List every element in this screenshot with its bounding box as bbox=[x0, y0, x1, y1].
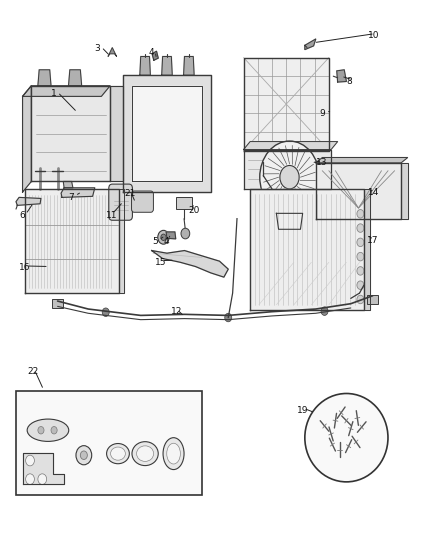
Polygon shape bbox=[16, 197, 41, 205]
Polygon shape bbox=[22, 453, 64, 484]
Circle shape bbox=[25, 474, 34, 484]
Circle shape bbox=[160, 234, 166, 240]
Circle shape bbox=[180, 228, 189, 239]
Polygon shape bbox=[400, 163, 407, 219]
Text: 14: 14 bbox=[367, 188, 379, 197]
Polygon shape bbox=[315, 163, 400, 219]
Text: 16: 16 bbox=[19, 263, 31, 272]
Polygon shape bbox=[243, 150, 330, 189]
Circle shape bbox=[259, 141, 318, 213]
Text: 8: 8 bbox=[346, 77, 351, 86]
Bar bbox=[175, 197, 192, 209]
Polygon shape bbox=[108, 47, 117, 56]
Polygon shape bbox=[336, 70, 346, 82]
Circle shape bbox=[80, 451, 87, 459]
Text: 4: 4 bbox=[148, 49, 154, 57]
Polygon shape bbox=[183, 56, 194, 75]
FancyBboxPatch shape bbox=[109, 184, 132, 220]
Polygon shape bbox=[22, 86, 110, 96]
Circle shape bbox=[279, 165, 298, 189]
Circle shape bbox=[356, 295, 363, 304]
Text: 3: 3 bbox=[95, 44, 100, 53]
Text: 22: 22 bbox=[28, 367, 39, 376]
Polygon shape bbox=[243, 58, 328, 151]
Ellipse shape bbox=[27, 419, 69, 441]
Ellipse shape bbox=[106, 443, 129, 464]
Bar bbox=[367, 295, 377, 304]
Polygon shape bbox=[161, 56, 172, 75]
Polygon shape bbox=[250, 189, 363, 310]
Polygon shape bbox=[363, 189, 370, 310]
Polygon shape bbox=[304, 39, 315, 50]
Circle shape bbox=[320, 307, 327, 316]
Circle shape bbox=[356, 281, 363, 289]
Ellipse shape bbox=[162, 438, 184, 470]
Polygon shape bbox=[22, 86, 31, 192]
Text: 1: 1 bbox=[51, 89, 57, 98]
Ellipse shape bbox=[304, 393, 387, 482]
Ellipse shape bbox=[110, 447, 125, 460]
Bar bbox=[16, 391, 201, 495]
Ellipse shape bbox=[136, 446, 153, 462]
Circle shape bbox=[76, 446, 92, 465]
Circle shape bbox=[356, 238, 363, 247]
Polygon shape bbox=[152, 51, 158, 60]
Polygon shape bbox=[38, 70, 51, 86]
Polygon shape bbox=[132, 86, 201, 181]
Text: 19: 19 bbox=[297, 406, 308, 415]
Ellipse shape bbox=[166, 443, 180, 464]
Polygon shape bbox=[123, 75, 210, 192]
Circle shape bbox=[224, 313, 231, 322]
Polygon shape bbox=[119, 189, 124, 293]
Text: 4: 4 bbox=[163, 237, 169, 246]
Polygon shape bbox=[166, 232, 175, 239]
Circle shape bbox=[51, 426, 57, 434]
Circle shape bbox=[356, 252, 363, 261]
Text: 6: 6 bbox=[19, 212, 25, 221]
Polygon shape bbox=[31, 86, 110, 181]
Circle shape bbox=[25, 455, 34, 466]
Circle shape bbox=[38, 426, 44, 434]
Polygon shape bbox=[243, 142, 337, 150]
Text: 15: 15 bbox=[154, 258, 166, 266]
Polygon shape bbox=[25, 189, 119, 293]
Circle shape bbox=[38, 474, 46, 484]
Polygon shape bbox=[315, 158, 407, 163]
Text: 21: 21 bbox=[124, 189, 135, 198]
Text: 10: 10 bbox=[367, 31, 379, 40]
Bar bbox=[52, 300, 63, 308]
Circle shape bbox=[102, 308, 109, 317]
Text: 7: 7 bbox=[68, 193, 74, 202]
Polygon shape bbox=[68, 70, 81, 86]
Polygon shape bbox=[63, 181, 73, 188]
Polygon shape bbox=[276, 213, 302, 229]
Ellipse shape bbox=[132, 442, 158, 466]
Text: 11: 11 bbox=[106, 211, 117, 220]
Text: 13: 13 bbox=[315, 158, 326, 167]
Text: 20: 20 bbox=[187, 206, 199, 215]
Text: 5: 5 bbox=[152, 237, 158, 246]
Circle shape bbox=[157, 230, 169, 244]
Circle shape bbox=[356, 266, 363, 275]
Polygon shape bbox=[140, 56, 150, 75]
Text: 9: 9 bbox=[318, 109, 324, 118]
Circle shape bbox=[356, 224, 363, 232]
Text: 12: 12 bbox=[170, 306, 181, 316]
Circle shape bbox=[356, 209, 363, 218]
Polygon shape bbox=[110, 86, 123, 181]
Polygon shape bbox=[151, 251, 228, 277]
Polygon shape bbox=[61, 188, 95, 197]
Text: 17: 17 bbox=[367, 237, 378, 246]
FancyBboxPatch shape bbox=[131, 191, 153, 212]
